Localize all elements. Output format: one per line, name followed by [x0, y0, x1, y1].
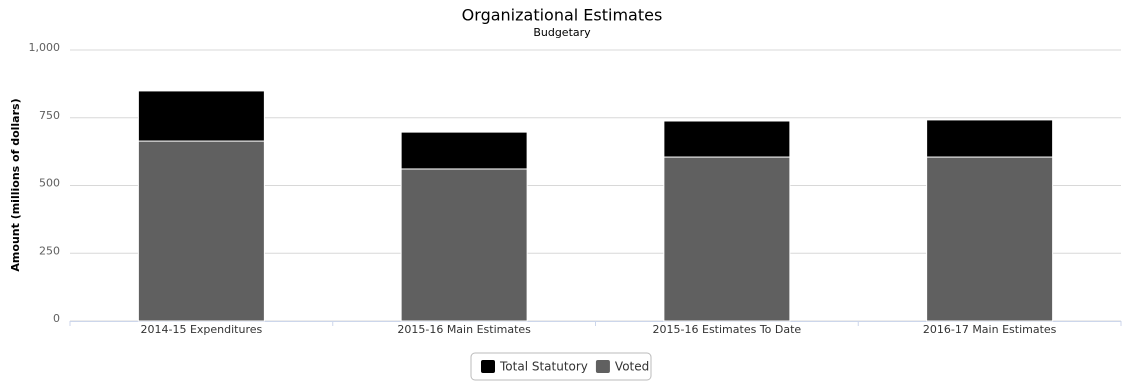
legend-label[interactable]: Voted — [615, 360, 649, 374]
x-tick-label: 2015-16 Estimates To Date — [653, 323, 802, 336]
bar-segment — [926, 156, 1054, 322]
y-tick-label: 500 — [39, 177, 60, 190]
x-tick-label: 2016-17 Main Estimates — [923, 323, 1057, 336]
bar-segment — [400, 168, 528, 322]
legend-box — [470, 352, 652, 381]
x-tick-label: 2014-15 Expenditures — [141, 323, 263, 336]
y-axis-title: Amount (millions of dollars) — [9, 98, 22, 271]
chart-title: Organizational Estimates — [462, 6, 663, 25]
legend-swatch[interactable] — [595, 360, 610, 373]
y-tick-label: 750 — [39, 109, 60, 122]
y-tick-label: 0 — [53, 312, 60, 325]
bar-segment — [137, 90, 265, 142]
bar-segment — [137, 140, 265, 322]
bar-segment — [400, 131, 528, 170]
y-tick-label: 250 — [39, 244, 60, 257]
y-tick-label: 1,000 — [29, 41, 61, 54]
legend-swatch[interactable] — [481, 360, 495, 373]
bar-segment — [663, 156, 791, 322]
bar-segment — [926, 119, 1054, 158]
x-tick-label: 2015-16 Main Estimates — [397, 323, 531, 336]
bar-segment — [663, 120, 791, 158]
chart-subtitle: Budgetary — [533, 26, 591, 39]
legend-label[interactable]: Total Statutory — [499, 360, 588, 374]
